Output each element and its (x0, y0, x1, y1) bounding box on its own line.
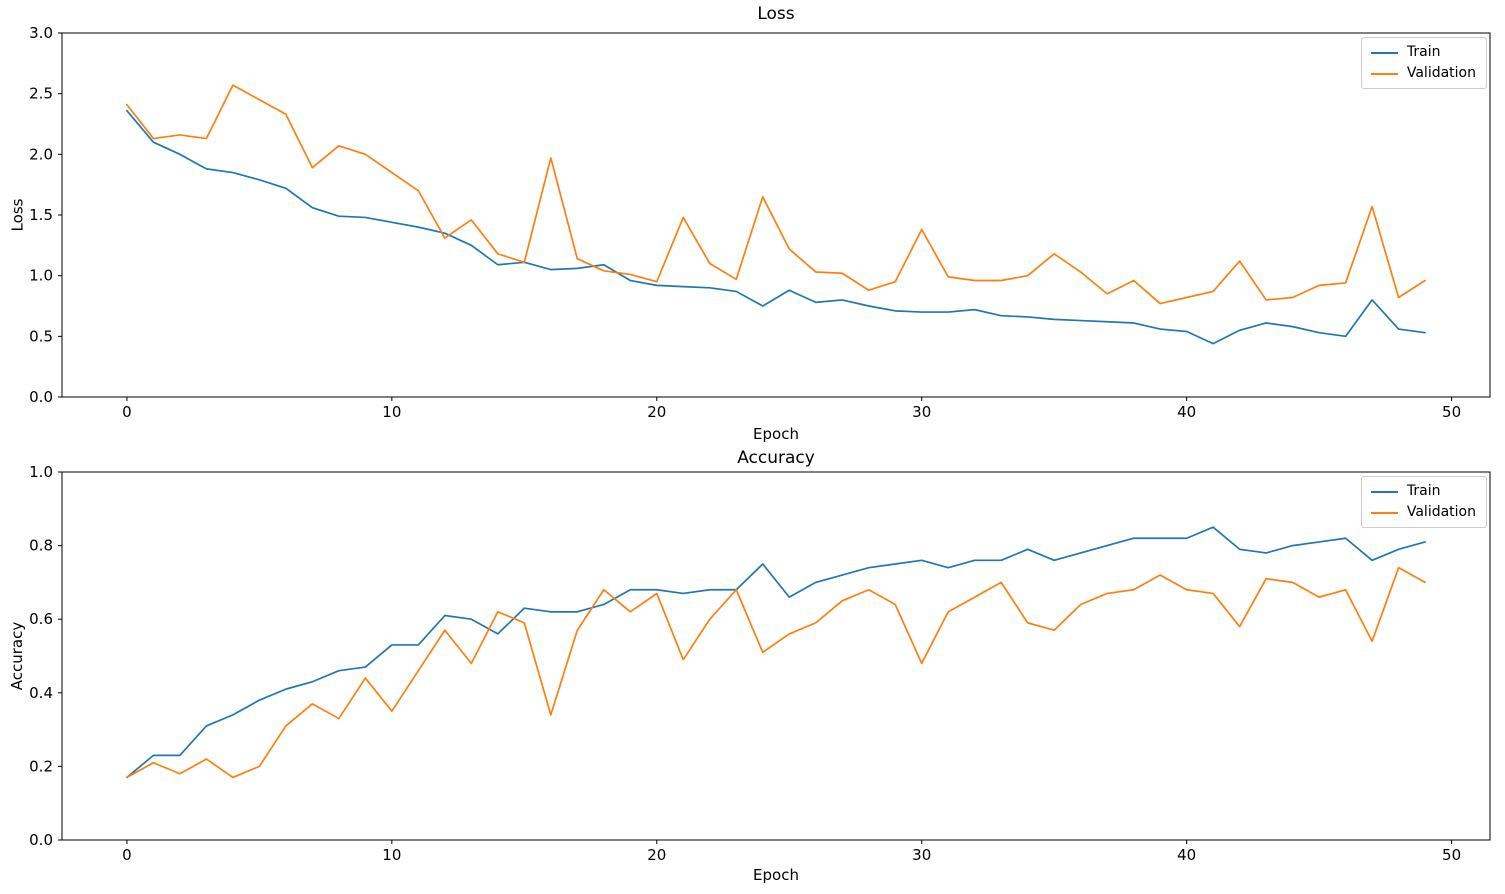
series-line-validation (126, 84, 1426, 305)
x-tick-label: 10 (382, 846, 401, 864)
loss-chart-title: Loss (757, 4, 795, 24)
legend-entry-train: Train (1370, 44, 1476, 60)
y-tick-label: 0.5 (29, 327, 53, 345)
x-tick-label: 20 (647, 403, 666, 421)
x-tick-label: 0 (122, 403, 132, 421)
series-line-train (126, 109, 1426, 345)
x-tick-label: 40 (1177, 403, 1196, 421)
legend-entry-train: Train (1370, 483, 1476, 499)
x-tick-label: 10 (382, 403, 401, 421)
y-tick-label: 0.0 (29, 388, 53, 406)
x-tick-label: 50 (1442, 846, 1461, 864)
series-line-validation (126, 566, 1426, 779)
accuracy-y-axis-label-text: Accuracy (8, 621, 27, 691)
y-tick-label: 2.0 (29, 145, 53, 163)
y-tick-label: 0.2 (29, 757, 53, 775)
legend-line-swatch-train (1370, 51, 1398, 54)
accuracy-x-axis-label: Epoch (753, 866, 799, 884)
loss-y-axis-label: Loss (6, 33, 28, 397)
loss-legend: Train Validation (1360, 37, 1487, 89)
axes-frame (61, 471, 1491, 841)
legend-line-swatch-train (1370, 490, 1398, 493)
accuracy-legend: Train Validation (1360, 476, 1487, 528)
x-tick-label: 20 (647, 846, 666, 864)
x-tick-label: 0 (122, 846, 132, 864)
y-tick-label: 1.0 (29, 463, 53, 481)
y-tick-label: 0.4 (29, 684, 53, 702)
y-tick-label: 1.0 (29, 267, 53, 285)
legend-label-validation: Validation (1406, 504, 1476, 520)
legend-label-validation: Validation (1406, 65, 1476, 81)
legend-entry-validation: Validation (1370, 65, 1476, 81)
x-tick-label: 30 (912, 846, 931, 864)
x-tick-label: 40 (1177, 846, 1196, 864)
legend-line-swatch-validation (1370, 511, 1398, 514)
x-tick-label: 50 (1442, 403, 1461, 421)
y-tick-label: 2.5 (29, 85, 53, 103)
loss-x-axis-label: Epoch (753, 425, 799, 443)
legend-label-train: Train (1406, 483, 1441, 499)
y-tick-label: 3.0 (29, 24, 53, 42)
loss-y-axis-label-text: Loss (8, 198, 26, 232)
legend-line-swatch-validation (1370, 72, 1398, 75)
y-tick-label: 0.6 (29, 610, 53, 628)
x-tick-label: 30 (912, 403, 931, 421)
y-tick-label: 0.0 (29, 831, 53, 849)
legend-label-train: Train (1406, 44, 1441, 60)
axes-frame (61, 32, 1491, 398)
y-tick-label: 1.5 (29, 206, 53, 224)
legend-entry-validation: Validation (1370, 504, 1476, 520)
y-tick-label: 0.8 (29, 537, 53, 555)
series-line-train (126, 526, 1426, 779)
accuracy-y-axis-label: Accuracy (6, 472, 28, 840)
accuracy-chart-title: Accuracy (737, 448, 815, 468)
